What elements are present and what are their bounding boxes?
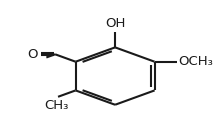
- Text: OCH₃: OCH₃: [178, 55, 213, 68]
- Text: OH: OH: [105, 17, 125, 30]
- Text: O: O: [27, 48, 37, 61]
- Text: CH₃: CH₃: [44, 99, 68, 112]
